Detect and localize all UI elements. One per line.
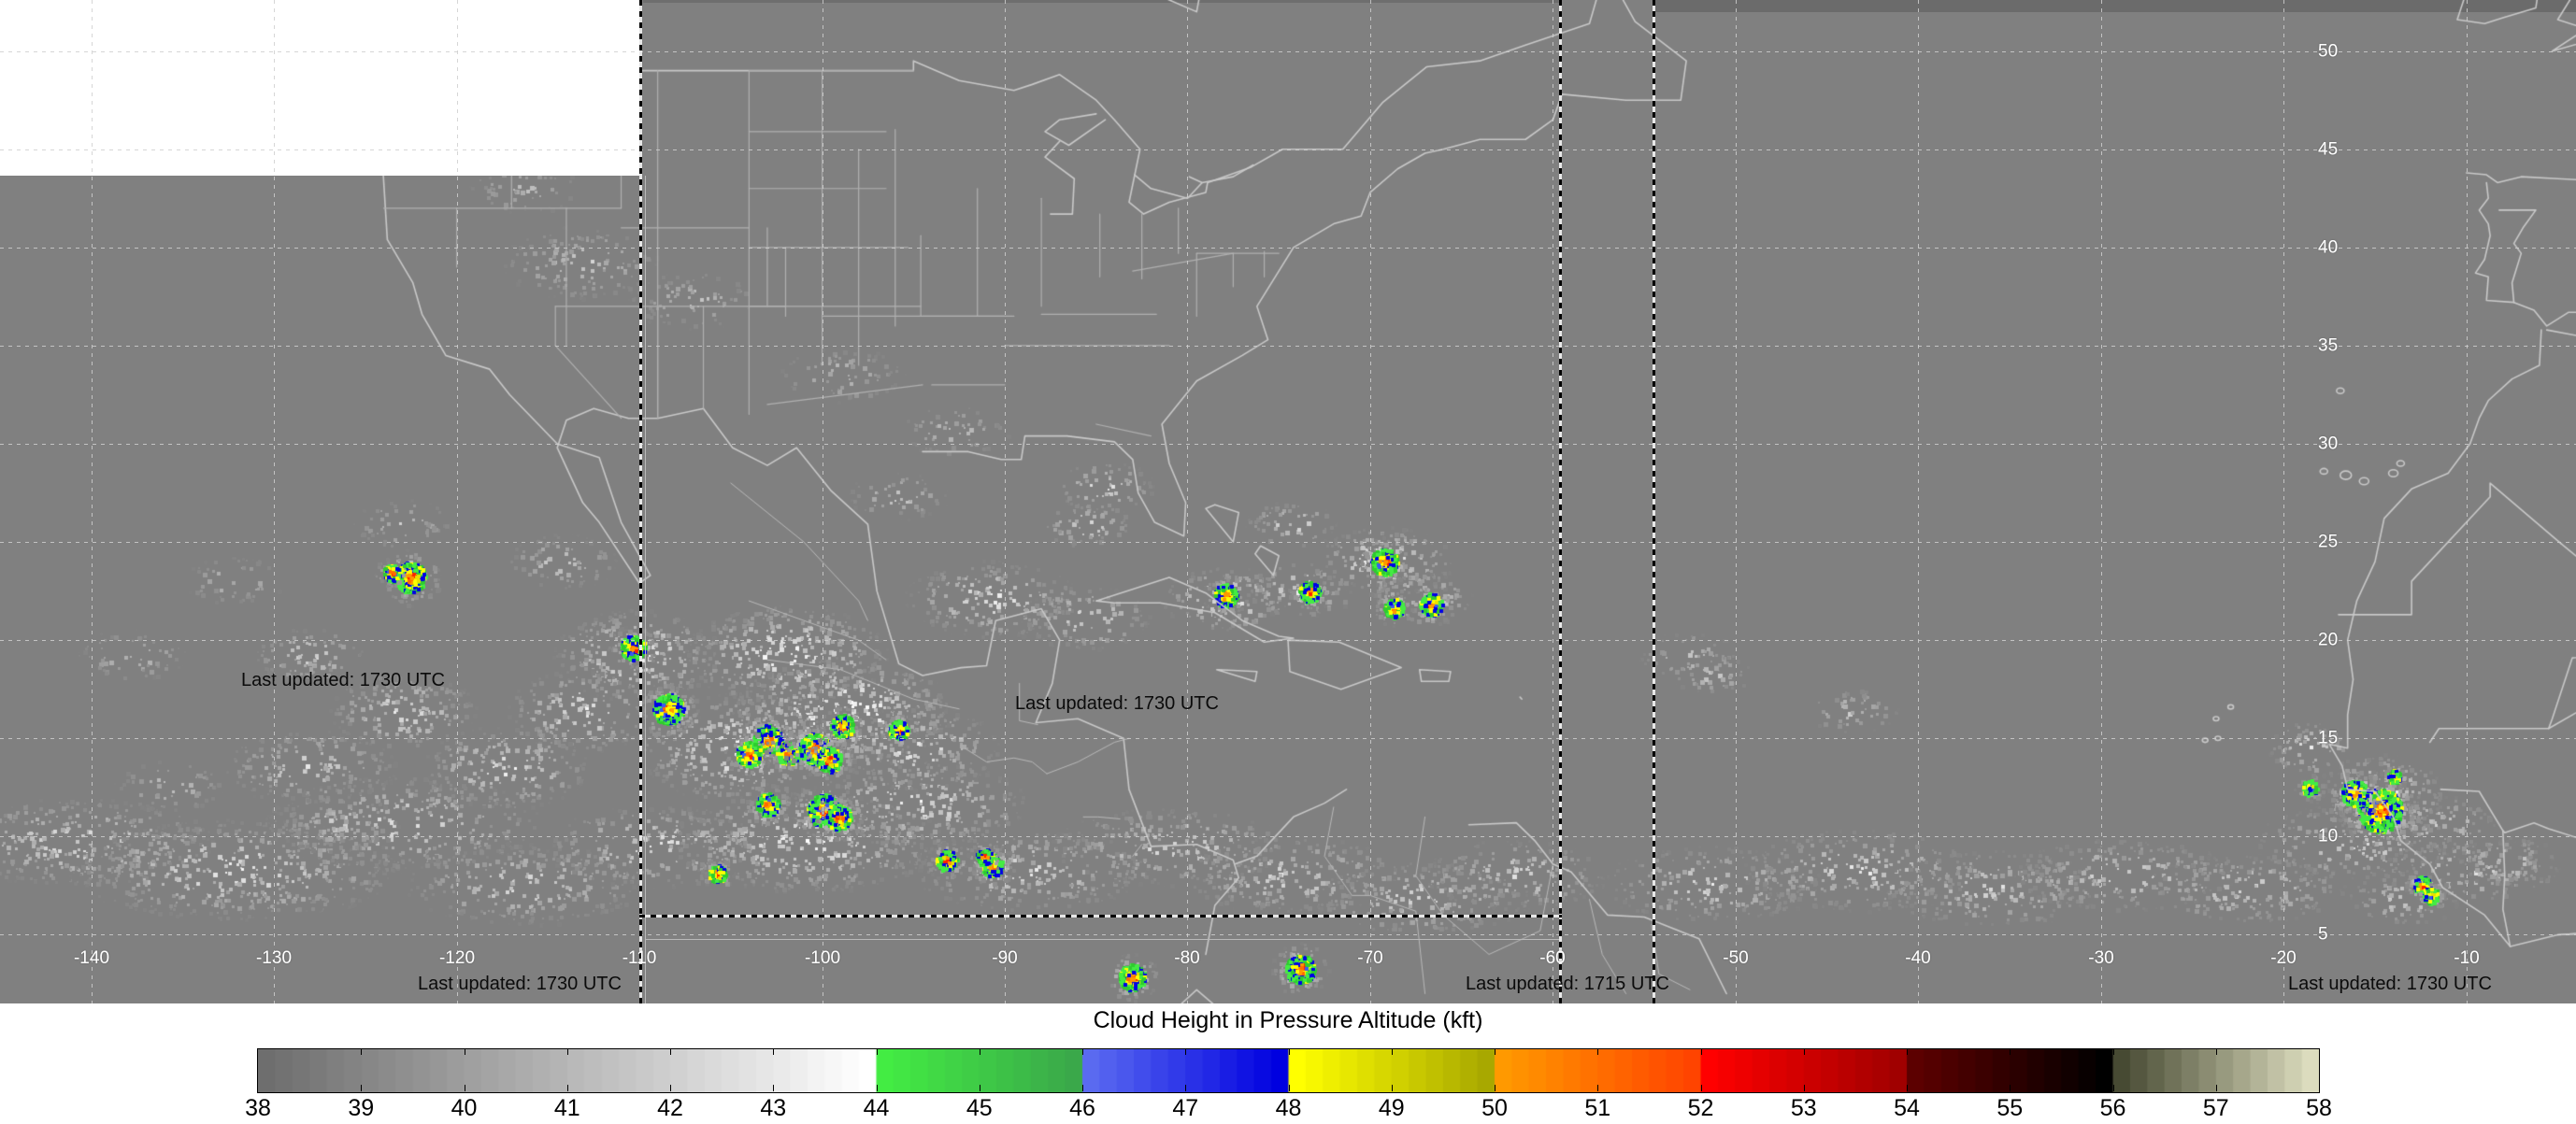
colorbar-tick-label-49: 49 [1378,1095,1405,1121]
lon-tick-label--40: -40 [1905,948,1931,968]
lon-tick-label--70: -70 [1357,948,1383,968]
colorbar-tick-label-55: 55 [1996,1095,2024,1121]
colorbar-tick-label-43: 43 [760,1095,787,1121]
gridline-lat-5 [0,934,2576,935]
colorbar-tick-label-57: 57 [2202,1095,2229,1121]
colorbar-tick-label-48: 48 [1275,1095,1302,1121]
gridline-lon--90 [1005,0,1006,1003]
gridline-lon--70 [1370,0,1371,1003]
gridline-lat-45 [0,149,2576,150]
gridline-lon--80 [1187,0,1188,1003]
gridline-lat-30 [0,444,2576,445]
lon-tick-label--80: -80 [1174,948,1200,968]
colorbar-tick-label-56: 56 [2099,1095,2126,1121]
gridline-lon--30 [2101,0,2102,1003]
colorbar-tick-label-44: 44 [863,1095,890,1121]
colorbar-tick-label-50: 50 [1481,1095,1508,1121]
gridline-lon--120 [457,0,458,1003]
lon-tick-label--20: -20 [2270,948,2297,968]
gridline-lon--40 [1918,0,1919,1003]
sector-boundary-south [639,915,1562,918]
sector-boundary-east-goes [1559,0,1562,1003]
last-updated-stamp-west-goes: Last updated: 1730 UTC [241,670,445,690]
sector-boundary-meteosat [1653,0,1655,1003]
colorbar-tick-label-40: 40 [451,1095,478,1121]
colorbar-tick-label-41: 41 [553,1095,580,1121]
gridline-lat-35 [0,346,2576,347]
colorbar-tick-label-46: 46 [1069,1095,1095,1121]
lon-tick-label--50: -50 [1723,948,1749,968]
colorbar-tick-label-47: 47 [1172,1095,1199,1121]
colorbar[interactable] [257,1048,2320,1093]
colorbar-tick-label-38: 38 [245,1095,271,1121]
gridline-lat-50 [0,51,2576,52]
lat-tick-label-30: 30 [2318,434,2339,454]
sector-boundary-west [639,0,642,1003]
satellite-map[interactable]: -140 -130 -120 -110 -100 -90 -80 -70 -60 -50 -40 -3… [0,0,2576,1003]
colorbar-tick-label-54: 54 [1894,1095,1920,1121]
last-updated-stamp-east-goes: Last updated: 1730 UTC [1015,693,1219,714]
colorbar-title: Cloud Height in Pressure Altitude (kft) [1093,1007,1483,1033]
lat-tick-label-5: 5 [2318,924,2328,945]
gridline-lon--50 [1736,0,1737,1003]
lon-tick-label--140: -140 [73,948,110,968]
lat-tick-label-35: 35 [2318,335,2339,356]
lat-tick-label-50: 50 [2318,41,2339,62]
lat-tick-label-20: 20 [2318,630,2339,650]
gridline-lon--10 [2467,0,2468,1003]
lat-tick-label-10: 10 [2318,826,2339,847]
lon-tick-label--90: -90 [992,948,1018,968]
no-data-region [0,0,639,176]
lon-tick-label--10: -10 [2454,948,2480,968]
colorbar-tick-label-42: 42 [657,1095,683,1121]
lon-tick-label--30: -30 [2088,948,2114,968]
lon-tick-label--120: -120 [438,948,476,968]
lat-tick-label-40: 40 [2318,237,2339,258]
gridline-lat-10 [0,836,2576,837]
lat-tick-label-45: 45 [2318,139,2339,160]
gridline-lat-40 [0,248,2576,249]
last-updated-stamp-south-pacific: Last updated: 1730 UTC [418,974,622,994]
gridline-lat-20 [0,640,2576,641]
colorbar-tick-label-45: 45 [966,1095,993,1121]
lon-tick-label--110: -110 [622,948,657,968]
lon-tick-label--130: -130 [255,948,293,968]
colorbar-tick-label-58: 58 [2306,1095,2332,1121]
colorbar-tick-label-51: 51 [1584,1095,1611,1121]
gridline-lat-25 [0,542,2576,543]
colorbar-gradient [258,1049,2319,1092]
colorbar-tick-label-52: 52 [1687,1095,1714,1121]
last-updated-stamp-atlantic: Last updated: 1715 UTC [1466,974,1669,994]
lon-tick-label--100: -100 [804,948,841,968]
gridline-lon--140 [92,0,93,1003]
gridline-lat-15 [0,738,2576,739]
colorbar-tick-label-39: 39 [348,1095,375,1121]
lat-tick-label-25: 25 [2318,532,2339,552]
gridline-lon--20 [2283,0,2284,1003]
lat-tick-label-15: 15 [2318,728,2339,748]
last-updated-stamp-africa-meteosat: Last updated: 1730 UTC [2288,974,2492,994]
colorbar-panel: Cloud Height in Pressure Altitude (kft) … [0,1003,2576,1124]
lon-tick-label--60: -60 [1539,948,1566,968]
colorbar-tick-label-53: 53 [1790,1095,1817,1121]
sector-hairline-bottom [645,939,1561,940]
gridline-lon--130 [274,0,275,1003]
sector-hairline-left [645,176,646,1003]
